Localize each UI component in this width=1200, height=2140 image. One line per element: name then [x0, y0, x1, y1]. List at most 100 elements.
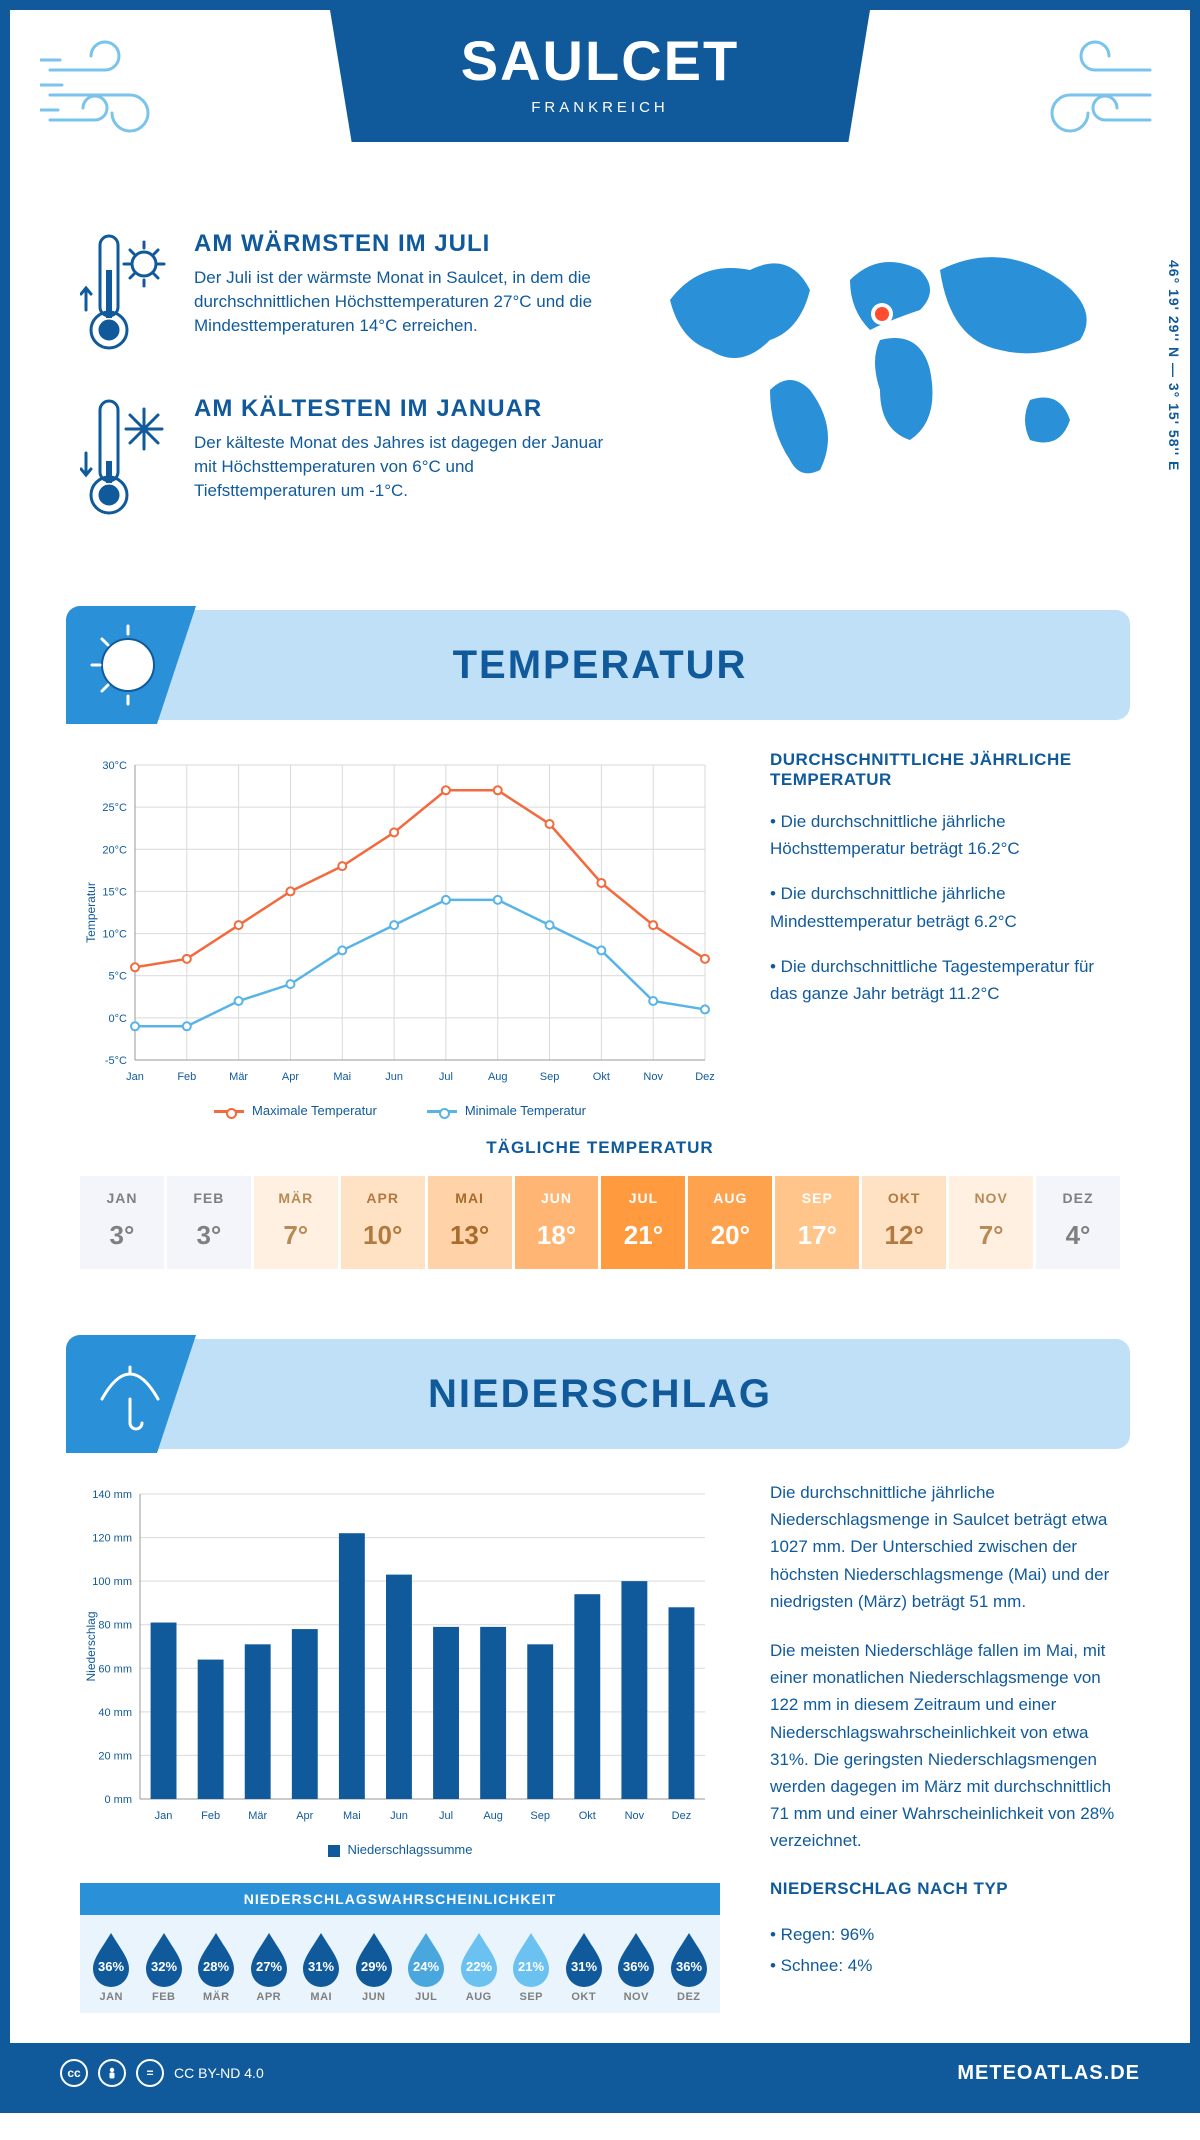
temp-b2: • Die durchschnittliche jährliche Mindes… — [770, 880, 1120, 934]
svg-text:Nov: Nov — [643, 1071, 663, 1083]
svg-text:Sep: Sep — [540, 1071, 560, 1083]
temperature-line-chart: -5°C0°C5°C10°C15°C20°C25°C30°CJanFebMärA… — [80, 750, 720, 1118]
legend-min: Minimale Temperatur — [465, 1103, 586, 1118]
wind-icon — [40, 40, 180, 150]
top-info-row: AM WÄRMSTEN IM JULI Der Juli ist der wär… — [10, 230, 1190, 590]
daily-temp-cell: NOV7° — [949, 1176, 1033, 1269]
precip-p1: Die durchschnittliche jährliche Niedersc… — [770, 1479, 1120, 1615]
svg-text:100 mm: 100 mm — [92, 1576, 132, 1588]
precip-prob-drop: 36% NOV — [611, 1931, 662, 2003]
svg-text:Dez: Dez — [672, 1810, 692, 1822]
svg-text:Jul: Jul — [439, 1071, 453, 1083]
precip-prob-drop: 31% MAI — [296, 1931, 347, 2003]
infographic-frame: SAULCET FRANKREICH 46° 19' 29'' N — 3° 1… — [0, 0, 1200, 2113]
precipitation-bar-chart: 0 mm20 mm40 mm60 mm80 mm100 mm120 mm140 … — [80, 1479, 720, 2013]
precip-prob-drop: 31% OKT — [559, 1931, 610, 2003]
coldest-block: AM KÄLTESTEN IM JANUAR Der kälteste Mona… — [80, 395, 610, 530]
header: SAULCET FRANKREICH — [10, 10, 1190, 230]
section-header-temperature: TEMPERATUR — [70, 610, 1130, 720]
daily-temp-cell: MÄR7° — [254, 1176, 338, 1269]
svg-text:Jan: Jan — [155, 1810, 173, 1822]
precip-chart-svg: 0 mm20 mm40 mm60 mm80 mm100 mm120 mm140 … — [80, 1479, 720, 1829]
svg-text:Mai: Mai — [343, 1810, 361, 1822]
prob-title: NIEDERSCHLAGSWAHRSCHEINLICHKEIT — [80, 1883, 720, 1915]
section-title: TEMPERATUR — [453, 643, 748, 688]
country-subtitle: FRANKREICH — [330, 99, 870, 116]
svg-text:21%: 21% — [518, 1959, 544, 1974]
svg-text:Mär: Mär — [229, 1071, 248, 1083]
svg-text:Nov: Nov — [625, 1810, 645, 1822]
daily-temperature-table: TÄGLICHE TEMPERATUR JAN3°FEB3°MÄR7°APR10… — [10, 1138, 1190, 1319]
svg-text:Feb: Feb — [177, 1071, 196, 1083]
license-text: CC BY-ND 4.0 — [174, 2065, 264, 2081]
precipitation-summary: Die durchschnittliche jährliche Niedersc… — [770, 1479, 1120, 2013]
svg-text:31%: 31% — [308, 1959, 334, 1974]
svg-text:Sep: Sep — [530, 1810, 550, 1822]
by-icon — [98, 2059, 126, 2087]
svg-text:Jul: Jul — [439, 1810, 453, 1822]
svg-text:27%: 27% — [256, 1959, 282, 1974]
svg-text:140 mm: 140 mm — [92, 1489, 132, 1501]
svg-text:10°C: 10°C — [102, 929, 127, 941]
svg-text:25°C: 25°C — [102, 802, 127, 814]
coldest-title: AM KÄLTESTEN IM JANUAR — [194, 395, 610, 423]
svg-text:-5°C: -5°C — [105, 1055, 127, 1067]
daily-temp-cell: OKT12° — [862, 1176, 946, 1269]
footer: cc = CC BY-ND 4.0 METEOATLAS.DE — [10, 2043, 1190, 2103]
daily-temp-cell: JAN3° — [80, 1176, 164, 1269]
svg-text:Apr: Apr — [282, 1071, 299, 1083]
section-header-precipitation: NIEDERSCHLAG — [70, 1339, 1130, 1449]
svg-text:Jun: Jun — [390, 1810, 408, 1822]
svg-text:Feb: Feb — [201, 1810, 220, 1822]
thermometer-cold-icon — [80, 395, 170, 530]
svg-text:80 mm: 80 mm — [98, 1620, 132, 1632]
temp-side-title: DURCHSCHNITTLICHE JÄHRLICHE TEMPERATUR — [770, 750, 1120, 790]
daily-temp-cell: MAI13° — [428, 1176, 512, 1269]
nd-icon: = — [136, 2059, 164, 2087]
precip-prob-drop: 29% JUN — [349, 1931, 400, 2003]
daily-temp-cell: JUL21° — [601, 1176, 685, 1269]
svg-text:29%: 29% — [361, 1959, 387, 1974]
svg-text:31%: 31% — [571, 1959, 597, 1974]
warmest-block: AM WÄRMSTEN IM JULI Der Juli ist der wär… — [80, 230, 610, 365]
legend-max: Maximale Temperatur — [252, 1103, 377, 1118]
svg-text:Okt: Okt — [579, 1810, 596, 1822]
svg-text:15°C: 15°C — [102, 886, 127, 898]
svg-text:Mär: Mär — [248, 1810, 267, 1822]
svg-text:Jan: Jan — [126, 1071, 144, 1083]
svg-text:Dez: Dez — [695, 1071, 715, 1083]
svg-text:Mai: Mai — [333, 1071, 351, 1083]
world-map — [650, 230, 1120, 490]
precip-prob-drop: 28% MÄR — [191, 1931, 242, 2003]
svg-text:Okt: Okt — [593, 1071, 610, 1083]
svg-text:0 mm: 0 mm — [105, 1794, 133, 1806]
svg-text:22%: 22% — [466, 1959, 492, 1974]
daily-temp-cell: SEP17° — [775, 1176, 859, 1269]
temp-b1: • Die durchschnittliche jährliche Höchst… — [770, 808, 1120, 862]
svg-text:40 mm: 40 mm — [98, 1707, 132, 1719]
cc-icon: cc — [60, 2059, 88, 2087]
coldest-text: Der kälteste Monat des Jahres ist dagege… — [194, 431, 610, 502]
brand: METEOATLAS.DE — [957, 2062, 1140, 2085]
warmest-title: AM WÄRMSTEN IM JULI — [194, 230, 610, 258]
temperature-chart-svg: -5°C0°C5°C10°C15°C20°C25°C30°CJanFebMärA… — [80, 750, 720, 1090]
svg-text:30°C: 30°C — [102, 760, 127, 772]
precip-prob-drop: 24% JUL — [401, 1931, 452, 2003]
svg-text:24%: 24% — [413, 1959, 439, 1974]
daily-temp-cell: AUG20° — [688, 1176, 772, 1269]
precip-legend: Niederschlagssumme — [348, 1842, 473, 1857]
temp-b3: • Die durchschnittliche Tagestemperatur … — [770, 953, 1120, 1007]
precip-prob-drop: 21% SEP — [506, 1931, 557, 2003]
svg-text:28%: 28% — [203, 1959, 229, 1974]
precip-type-title: NIEDERSCHLAG NACH TYP — [770, 1876, 1120, 1902]
svg-text:Niederschlag: Niederschlag — [84, 1611, 98, 1681]
svg-text:60 mm: 60 mm — [98, 1663, 132, 1675]
title-ribbon: SAULCET FRANKREICH — [330, 10, 870, 142]
svg-text:Aug: Aug — [488, 1071, 508, 1083]
svg-text:Aug: Aug — [483, 1810, 503, 1822]
warmest-text: Der Juli ist der wärmste Monat in Saulce… — [194, 266, 610, 337]
svg-text:120 mm: 120 mm — [92, 1533, 132, 1545]
precip-prob-drop: 36% DEZ — [664, 1931, 715, 2003]
umbrella-icon — [66, 1335, 196, 1453]
svg-text:Temperatur: Temperatur — [84, 882, 98, 943]
